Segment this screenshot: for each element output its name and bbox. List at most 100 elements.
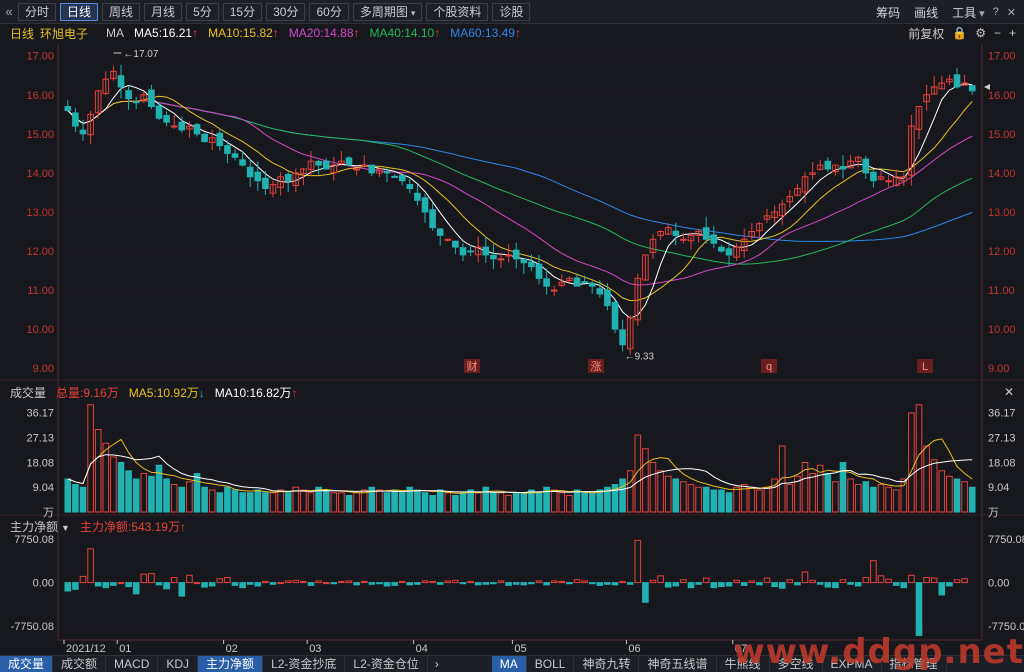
tab-overlay-3[interactable]: 神奇五线谱: [639, 655, 717, 672]
x-tick-label: 01: [119, 643, 131, 655]
event-marker: L: [917, 359, 933, 373]
chip-distribution-button[interactable]: 筹码: [876, 5, 901, 20]
tab-overlay-0[interactable]: MA: [491, 655, 527, 672]
dropdown-icon: ▾: [979, 7, 985, 20]
volume-bar: [520, 492, 528, 513]
volume-bar: [512, 492, 520, 513]
fund-bar: [626, 582, 634, 585]
candle-body: [307, 160, 315, 170]
fund-bar: [748, 580, 756, 584]
tab-indicator-2[interactable]: MACD: [106, 655, 159, 672]
price-tick-right: 15.00: [988, 129, 1016, 141]
period-button-8[interactable]: 多周期图 ▾: [352, 2, 423, 21]
tab-overlay-6[interactable]: EXPMA: [823, 655, 882, 672]
fund-bar: [406, 582, 414, 586]
close-icon[interactable]: ✕: [1006, 6, 1016, 19]
volume-bar: [155, 464, 163, 513]
period-button-6[interactable]: 30分: [266, 2, 306, 21]
candle-body: [482, 246, 490, 256]
volume-bar: [611, 484, 619, 513]
volume-bar: [444, 492, 452, 513]
close-panel-icon[interactable]: ✕: [1003, 385, 1014, 399]
fund-bar: [672, 582, 680, 587]
top-toolbar: « 分时 日线 周线 月线 5分 15分 30分 60分 多周期图 ▾ 个股资料 诊股 筹码 画线 工…: [0, 0, 1024, 24]
fund-bar: [72, 582, 79, 590]
plus-icon[interactable]: +: [1008, 26, 1016, 40]
tab-indicator-4[interactable]: 主力净额: [198, 655, 264, 672]
volume-bar: [687, 484, 695, 513]
minus-icon[interactable]: −: [993, 26, 1001, 40]
tab-overlay-4[interactable]: 牛熊线: [717, 655, 770, 672]
candle-body: [79, 129, 87, 135]
volume-ma10: MA10:16.82万↑: [214, 385, 298, 400]
chevron-right-icon[interactable]: ›: [434, 657, 439, 671]
tab-indicator-0[interactable]: 成交量: [0, 655, 54, 672]
tab-overlay-2[interactable]: 神奇九转: [574, 655, 640, 672]
price-tick-left: 12.00: [26, 246, 54, 258]
tab-indicator-5[interactable]: L2-资金抄底: [263, 655, 346, 672]
fund-bar: [246, 582, 254, 585]
settings-icon[interactable]: ⚙: [975, 26, 986, 40]
period-button-0[interactable]: 分时: [18, 2, 57, 21]
volume-bar: [490, 492, 497, 513]
price-tick-right: 16.00: [988, 90, 1016, 102]
candle-body: [634, 277, 642, 321]
tools-menu-button[interactable]: 工具 ▾: [952, 4, 985, 21]
period-button-9[interactable]: 个股资料: [426, 2, 489, 21]
period-button-4[interactable]: 5分: [186, 2, 219, 21]
event-marker: q: [761, 359, 777, 373]
volume-title[interactable]: 成交量: [10, 385, 47, 400]
candle-body: [452, 240, 459, 248]
candle-body: [756, 223, 763, 232]
event-marker-bg: [761, 359, 777, 373]
period-button-10[interactable]: 诊股: [492, 2, 531, 21]
period-button-5[interactable]: 15分: [222, 2, 263, 21]
volume-tick-right: 18.08: [988, 457, 1016, 469]
tab-indicator-1[interactable]: 成交额: [53, 655, 107, 672]
fund-bar: [444, 580, 452, 584]
fund-bar: [505, 582, 512, 586]
volume-bar: [102, 442, 110, 513]
candle-body: [619, 329, 626, 346]
kline-chart[interactable]: 17.00 17.00 16.00 16.00 15.00 15.00 14.00 14.00…: [0, 0, 1024, 655]
volume-bar: [968, 486, 976, 513]
period-button-7[interactable]: 60分: [309, 2, 349, 21]
tab-overlay-5[interactable]: 多空线: [770, 655, 823, 672]
volume-bar: [824, 473, 832, 513]
chevron-left-icon[interactable]: «: [5, 4, 13, 19]
volume-bar: [360, 489, 368, 513]
candle-body: [284, 173, 292, 182]
fund-bar: [254, 582, 262, 587]
candle-body: [368, 164, 376, 174]
tab-overlay-1[interactable]: BOLL: [527, 655, 575, 672]
candle-body: [892, 176, 900, 187]
fund-bar: [132, 582, 140, 595]
draw-line-button[interactable]: 画线: [914, 5, 939, 20]
fund-bar: [946, 582, 953, 587]
fund-bar: [277, 582, 284, 585]
lock-icon[interactable]: 🔒: [952, 26, 968, 40]
candle-body: [94, 90, 102, 114]
fund-bar: [262, 580, 269, 584]
fund-bar: [763, 577, 771, 584]
question-icon[interactable]: ?: [992, 6, 999, 18]
event-marker-label: L: [922, 361, 928, 373]
tab-indicator-3[interactable]: KDJ: [158, 655, 199, 672]
candle-body: [923, 94, 930, 103]
tab-overlay-7[interactable]: 指标管理: [882, 655, 947, 672]
fund-bar: [391, 582, 398, 586]
fund-bar: [345, 580, 353, 584]
adjust-mode-button[interactable]: 前复权: [908, 26, 945, 41]
candle-body: [201, 133, 208, 143]
period-button-1[interactable]: 日线: [60, 2, 99, 21]
tab-indicator-6[interactable]: L2-资金仓位: [345, 655, 428, 672]
fund-title[interactable]: 主力净额 ▼: [10, 519, 70, 534]
period-button-3[interactable]: 月线: [144, 2, 183, 21]
volume-bar: [619, 478, 626, 513]
event-marker: 财: [464, 359, 480, 373]
volume-bar: [626, 470, 634, 513]
period-button-2[interactable]: 周线: [102, 2, 141, 21]
fund-bar: [862, 577, 870, 584]
candle-body: [847, 160, 854, 169]
fund-bar: [79, 575, 87, 584]
